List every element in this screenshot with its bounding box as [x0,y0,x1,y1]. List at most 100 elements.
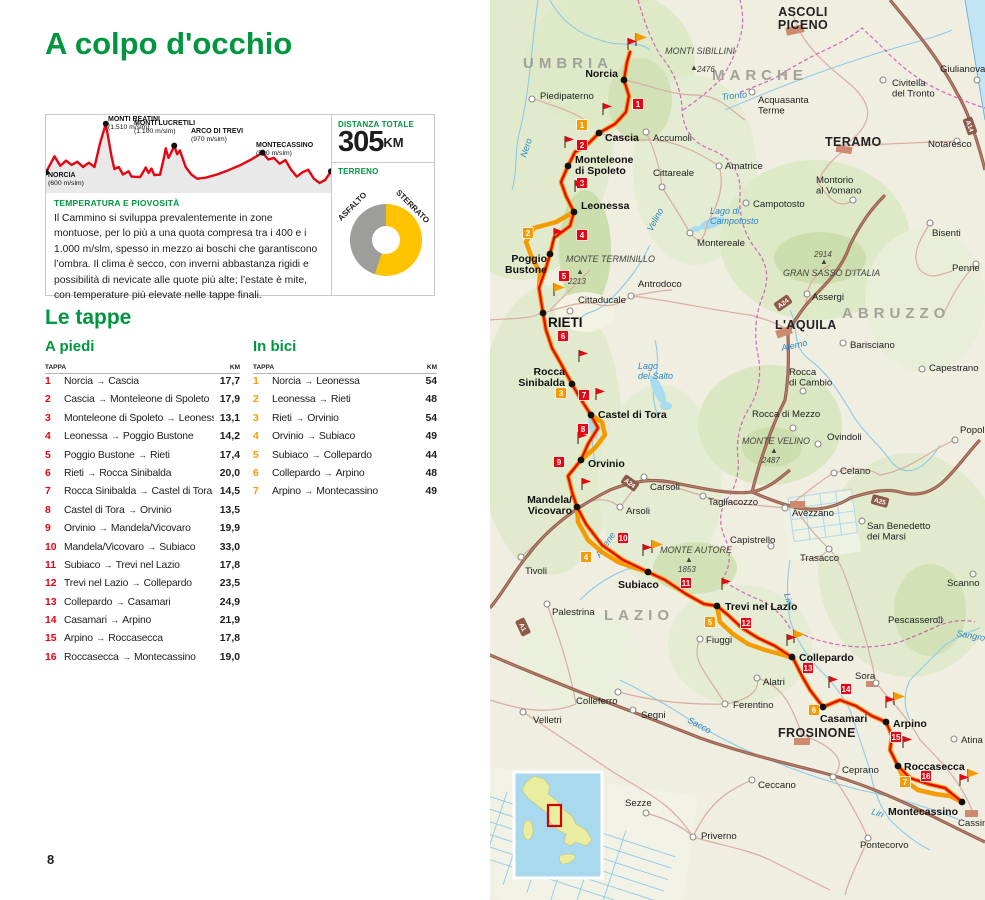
profile-marker-label: MONTECASSINO (520 m/slm) [256,142,314,157]
stage-number: 4 [253,431,259,443]
mountain-label: MONTE AUTORE [660,545,733,555]
water-label: Lago del Salto [638,361,673,381]
peak-icon: ▲ [685,555,693,564]
town-label: Fiuggi [706,635,732,646]
peak-elevation: 2476 [696,65,715,74]
town-label: Assergi [812,292,844,303]
town-label: Avezzano [792,508,834,519]
bike-table: In bici TAPPA KM 1 Norcia → Leonessa 54 2 Le… [253,338,437,670]
stage-number: 13 [45,596,57,608]
stage-row: 7 Rocca Sinibalda → Castel di Tora 14,5 [45,486,240,504]
distance-label: DISTANZA TOTALE [338,120,415,129]
bike-heading: In bici [253,338,297,355]
walk-stage-badge-number: 15 [892,733,901,742]
town-marker [936,616,944,624]
highway-shield [962,116,978,136]
town-marker [918,365,926,373]
arrow-icon: → [84,467,99,478]
town-marker [849,196,857,204]
route-town-label: Arpino [893,718,927,730]
stage-km: 13,5 [219,504,240,516]
town-marker [814,440,822,448]
bike-stage-flag-icon [636,33,647,42]
walk-stage-flag-icon [886,696,895,703]
route-town-label: Casamari [820,713,867,725]
walk-stage-badge [632,98,644,110]
town-marker [689,833,697,841]
stage-number: 2 [253,394,259,406]
highway-shield-label: A14 [964,120,975,134]
town-label: Tagliacozzo [708,497,758,508]
town-label: Arsoli [626,506,650,517]
town-marker [614,688,622,696]
walk-stage-badge [802,662,814,674]
town-marker [658,183,666,191]
arrow-icon: → [113,596,127,607]
walk-stage-badge-number: 8 [581,425,586,434]
stage-km: 20,0 [219,467,240,479]
walk-stage-badge [617,532,629,544]
walk-route [537,50,964,804]
walk-stage-badge [920,770,932,782]
terrain-shading [425,0,985,900]
town-marker [742,199,750,207]
profile-area [46,123,331,193]
town-label: Acquasanta Terme [758,95,809,117]
bike-stage-badge [555,387,567,399]
route-town-label: Norcia [585,68,618,80]
town-marker [616,503,624,511]
water-label: Liri [870,806,885,820]
bike-col-stage: TAPPA [253,364,275,371]
route-town-label: Roccasecca [904,761,965,773]
walk-stage-badge [576,139,588,151]
terrain-box: TERRENO ASFALTO STERRATO [332,162,435,296]
stage-name: Monteleone di Spoleto → Leonessa [64,412,214,424]
stage-name: Rieti → Rocca Sinibalda [64,467,172,479]
terrain-donut [350,204,422,276]
highway-shield-label: A1 [517,622,527,633]
arrow-icon: → [129,578,143,589]
walk-stage-badge-number: 5 [562,272,567,281]
route-town-label: Poggio Bustone [505,253,547,276]
walk-stage-flag-icon [554,228,563,235]
arrow-icon: → [93,376,108,386]
town-marker [926,219,934,227]
town-marker [969,570,977,578]
stage-number: 7 [253,486,259,498]
stage-km: 14,5 [219,486,240,498]
stage-km: 17,7 [219,376,240,387]
route-town-marker [546,250,554,258]
route-town-label: Leonessa [581,200,630,212]
bike-route-variant [578,412,608,463]
town-label: Sezze [625,798,652,809]
bike-stage-badge-number: 7 [903,778,908,787]
town-marker [973,76,981,84]
stage-row: 3 Rieti → Orvinio 54 [253,413,437,431]
town-marker [839,339,847,347]
stage-row: 10 Mandela/Vicovaro → Subiaco 33,0 [45,542,240,560]
elevation-profile-svg [46,120,331,193]
stage-name: Subiaco → Trevi nel Lazio [64,559,180,571]
bike-stage-badge-number: 4 [584,553,589,562]
walk-stage-badge [890,731,902,743]
town-label: Montorio al Vomano [816,175,861,197]
town-marker [566,307,574,315]
town-marker [642,128,650,136]
walk-stage-flag-icon [787,634,796,641]
town-marker [972,260,980,268]
stage-number: 16 [45,651,57,663]
total-distance-box: DISTANZA TOTALE 305 KM [332,114,435,163]
route-town-label: Mandela/Vicovaro [527,494,572,517]
town-label: Penne [952,263,980,274]
town-label: Tivoli [525,566,547,577]
town-label: Antrodoco [638,279,682,290]
town-label: Celano [840,466,870,477]
town-label: San Benedetto dei Marsi [867,521,930,543]
town-label: Popoli [960,425,985,436]
stage-name: Leonessa → Poggio Bustone [64,431,194,443]
route-town-marker [894,762,902,770]
town-marker [753,674,761,682]
urban-areas [775,24,978,817]
stage-name: Subiaco → Collepardo [272,449,372,461]
walk-stage-badge [553,456,565,468]
